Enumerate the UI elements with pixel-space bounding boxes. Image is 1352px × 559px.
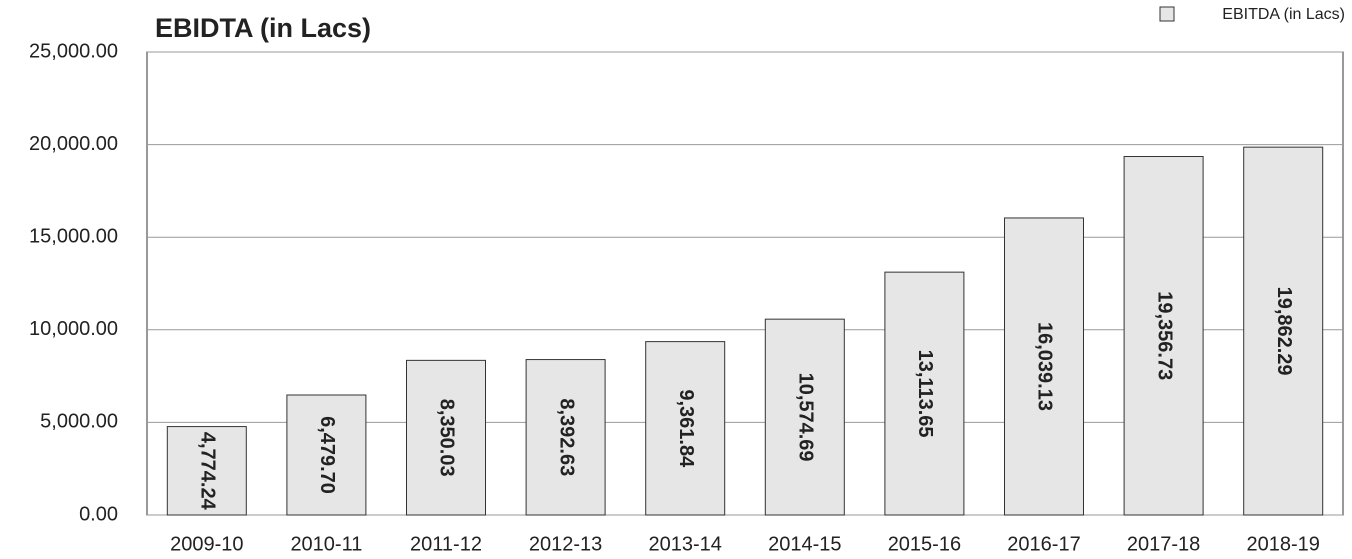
data-label: 19,356.73 [1153,291,1175,380]
data-label: 8,350.03 [436,399,458,477]
bar [525,359,606,516]
bar [406,359,486,516]
x-tick-label: 2010-11 [290,533,362,555]
data-label: 13,113.65 [914,350,936,438]
y-tick-label: 25,000.00 [29,40,118,62]
y-tick-label: 20,000.00 [29,133,118,155]
data-label: 6,479.70 [316,416,338,494]
bar [764,318,845,516]
bar [1123,156,1204,516]
data-label: 4,774.24 [197,432,219,511]
data-label: 10,574.69 [795,373,817,462]
data-label: 9,361.84 [675,389,697,468]
x-tick-label: 2017-18 [1127,533,1200,555]
legend-label: EBITDA (in Lacs) [1222,6,1345,23]
bar [1004,217,1084,516]
legend-swatch [1159,6,1175,22]
bar [645,341,726,516]
bar [884,271,965,516]
x-tick-label: 2011-12 [410,533,482,555]
chart-title: EBIDTA (in Lacs) [155,13,371,43]
data-label: 8,392.63 [555,398,577,476]
x-tick-label: 2012-13 [529,533,602,555]
y-tick-label: 0.00 [79,503,118,525]
x-tick-label: 2009-10 [170,533,243,555]
bar [286,394,367,516]
bar [166,426,247,516]
x-tick-label: 2016-17 [1007,533,1080,555]
x-tick-label: 2018-19 [1246,533,1319,555]
y-tick-label: 5,000.00 [40,411,118,433]
x-tick-label: 2014-15 [768,533,841,555]
bar [1243,146,1324,516]
data-label: 16,039.13 [1034,322,1056,411]
x-tick-label: 2015-16 [888,533,961,555]
data-label: 19,862.29 [1273,287,1295,376]
y-tick-label: 10,000.00 [29,318,118,340]
x-tick-label: 2013-14 [648,533,721,555]
y-tick-label: 15,000.00 [29,225,118,247]
